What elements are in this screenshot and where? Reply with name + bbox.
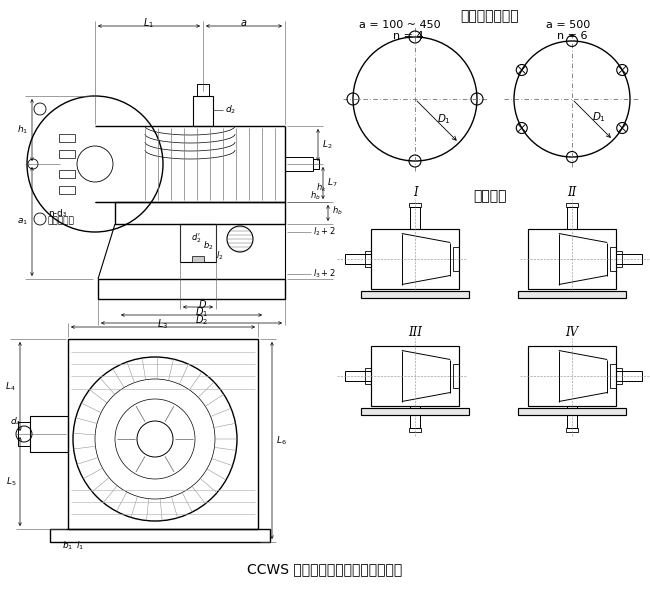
Text: IV: IV	[566, 326, 578, 339]
Text: n = 4: n = 4	[393, 31, 423, 41]
Bar	[59, 170, 75, 178]
Text: I: I	[413, 187, 417, 200]
Bar	[197, 84, 209, 96]
Text: $l_3+2$: $l_3+2$	[313, 268, 336, 280]
Bar	[528, 346, 616, 406]
Bar	[616, 371, 642, 381]
Bar	[59, 150, 75, 158]
Bar	[365, 368, 371, 384]
Text: $l_2$: $l_2$	[216, 249, 224, 262]
Text: $d_4$: $d_4$	[10, 416, 21, 428]
Bar	[371, 229, 459, 289]
Bar	[528, 229, 616, 289]
Bar	[518, 291, 626, 298]
Text: $L_6$: $L_6$	[276, 434, 287, 447]
Bar	[285, 157, 313, 171]
Bar	[616, 251, 622, 267]
Text: $d_2$: $d_2$	[225, 104, 236, 116]
Text: $L_5$: $L_5$	[5, 475, 16, 488]
Text: $L_7$: $L_7$	[327, 177, 337, 189]
Text: $D$: $D$	[198, 298, 207, 310]
Text: $a_1$: $a_1$	[17, 216, 28, 227]
Text: $D_1$: $D_1$	[592, 110, 606, 124]
Text: $b_2$: $b_2$	[203, 240, 213, 252]
Text: 地脚螺栋孔位置: 地脚螺栋孔位置	[461, 9, 519, 23]
Bar	[518, 408, 626, 415]
Bar	[566, 203, 578, 207]
Bar	[610, 364, 616, 388]
Bar	[18, 422, 30, 446]
Bar	[192, 256, 204, 262]
Bar	[59, 186, 75, 194]
Bar	[409, 203, 421, 207]
Text: $l_1$: $l_1$	[76, 540, 84, 552]
Bar	[361, 408, 469, 415]
Bar	[68, 339, 258, 529]
Text: $D_1$: $D_1$	[437, 112, 451, 126]
Text: $l_2+2$: $l_2+2$	[313, 226, 336, 238]
Text: $b_1$: $b_1$	[62, 540, 73, 552]
Text: $L_4$: $L_4$	[5, 380, 16, 393]
Bar	[616, 368, 622, 384]
Text: $h_1$: $h_1$	[17, 124, 28, 136]
Text: $d_2'$: $d_2'$	[190, 231, 202, 245]
Bar	[566, 428, 578, 432]
Text: a = 100 ~ 450: a = 100 ~ 450	[359, 20, 441, 30]
Bar	[371, 346, 459, 406]
Bar	[115, 202, 285, 224]
Bar	[567, 207, 577, 229]
Bar	[50, 529, 270, 542]
Bar	[409, 428, 421, 432]
Text: $h_b$: $h_b$	[310, 189, 320, 202]
Bar	[98, 279, 285, 299]
Bar	[616, 254, 642, 264]
Bar	[313, 159, 319, 169]
Bar	[361, 291, 469, 298]
Text: $h_b$: $h_b$	[332, 205, 343, 217]
Text: n = 6: n = 6	[557, 31, 587, 41]
Text: CCWS 型双级蛇杆减速器及装配型式: CCWS 型双级蛇杆减速器及装配型式	[248, 562, 402, 576]
Text: $D_2$: $D_2$	[195, 313, 208, 327]
Text: 装配型式: 装配型式	[473, 189, 507, 203]
Bar	[610, 247, 616, 271]
Bar	[345, 371, 371, 381]
Bar	[180, 224, 216, 262]
Bar	[365, 251, 371, 267]
Text: 地脚螺栋孔: 地脚螺栋孔	[48, 216, 75, 226]
Bar	[30, 416, 68, 452]
Text: $L_1$: $L_1$	[144, 16, 155, 30]
Text: $D_1$: $D_1$	[195, 305, 208, 319]
Bar	[59, 134, 75, 142]
Bar	[453, 364, 459, 388]
Bar	[193, 96, 213, 126]
Bar	[567, 406, 577, 428]
Text: a = 500: a = 500	[546, 20, 590, 30]
Bar	[410, 207, 420, 229]
Text: III: III	[408, 326, 422, 339]
Text: $L_3$: $L_3$	[157, 317, 168, 331]
Bar	[453, 247, 459, 271]
Bar	[410, 406, 420, 428]
Text: $L_2$: $L_2$	[322, 139, 332, 151]
Text: $h_k$: $h_k$	[316, 182, 327, 194]
Text: n-d₃: n-d₃	[48, 210, 66, 219]
Text: II: II	[567, 187, 577, 200]
Text: a: a	[241, 18, 247, 28]
Bar	[345, 254, 371, 264]
